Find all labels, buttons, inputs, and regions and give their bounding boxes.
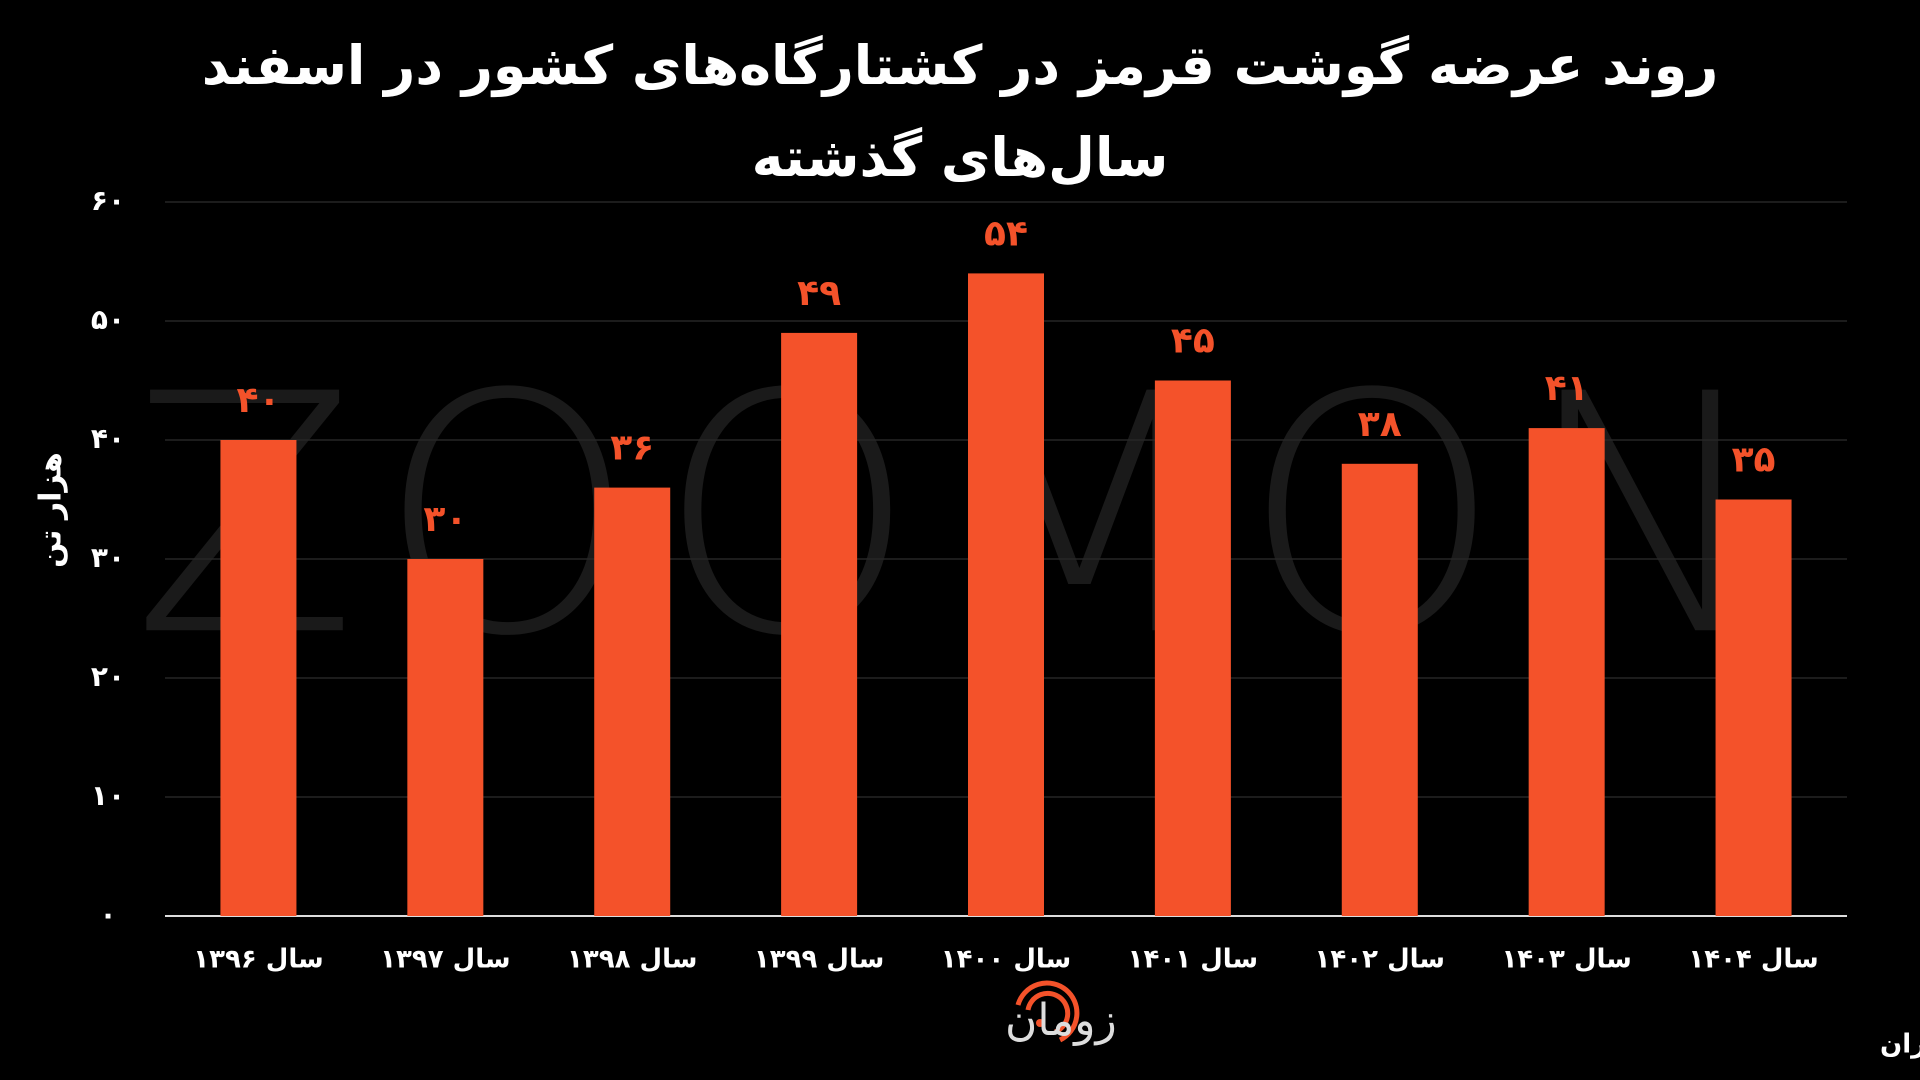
data-label: ۴۱ xyxy=(1545,368,1589,409)
x-tick-label: سال ۱۳۹۷ xyxy=(380,945,510,975)
data-label: ۴۵ xyxy=(1171,321,1215,362)
x-tick-label: سال ۱۴۰۴ xyxy=(1688,945,1818,975)
data-label: ۴۰ xyxy=(236,380,280,421)
x-tick-label: سال ۱۴۰۰ xyxy=(941,945,1071,975)
bar xyxy=(594,487,671,916)
y-tick-label: ۲۰ xyxy=(91,660,125,693)
y-axis-label: هزار تن xyxy=(34,452,69,568)
data-label: ۵۴ xyxy=(984,213,1028,254)
bar xyxy=(1154,380,1231,916)
bar xyxy=(220,440,297,916)
bar xyxy=(968,273,1044,916)
y-tick-label: ۳۰ xyxy=(91,541,125,574)
watermark: ZOOMON xyxy=(132,324,1789,708)
y-tick-label: ۴۰ xyxy=(91,422,125,455)
bar xyxy=(1715,499,1792,916)
data-label: ۳۸ xyxy=(1358,404,1402,445)
data-label: ۳۵ xyxy=(1732,440,1776,481)
data-label: ۴۹ xyxy=(797,273,841,314)
x-tick-label: سال ۱۳۹۹ xyxy=(754,945,884,975)
bar xyxy=(407,559,484,916)
data-label: ۳۰ xyxy=(423,499,467,540)
x-tick-label: سال ۱۴۰۱ xyxy=(1128,945,1258,975)
data-label: ۳۶ xyxy=(610,428,654,469)
x-tick-label: سال ۱۴۰۳ xyxy=(1501,945,1631,975)
y-tick-label: ۰ xyxy=(99,898,116,931)
chart-title: روند عرضه گوشت قرمز در کشتارگاه‌های کشور… xyxy=(201,34,1719,189)
logo: زومان xyxy=(1005,995,1117,1046)
x-tick-label: سال ۱۳۹۶ xyxy=(193,945,323,975)
x-tick-label: سال ۱۴۰۲ xyxy=(1315,945,1445,975)
y-tick-label: ۱۰ xyxy=(91,779,125,812)
logo-icon xyxy=(1015,980,1080,1043)
bar xyxy=(781,332,858,916)
x-tick-label: سال ۱۳۹۸ xyxy=(567,945,697,975)
bar xyxy=(1528,428,1605,916)
y-tick-label: ۶۰ xyxy=(91,184,125,217)
bar xyxy=(1341,463,1418,916)
y-tick-label: ۵۰ xyxy=(91,303,125,336)
source: منبع: مرکز آمار ایران xyxy=(1880,1028,1920,1060)
